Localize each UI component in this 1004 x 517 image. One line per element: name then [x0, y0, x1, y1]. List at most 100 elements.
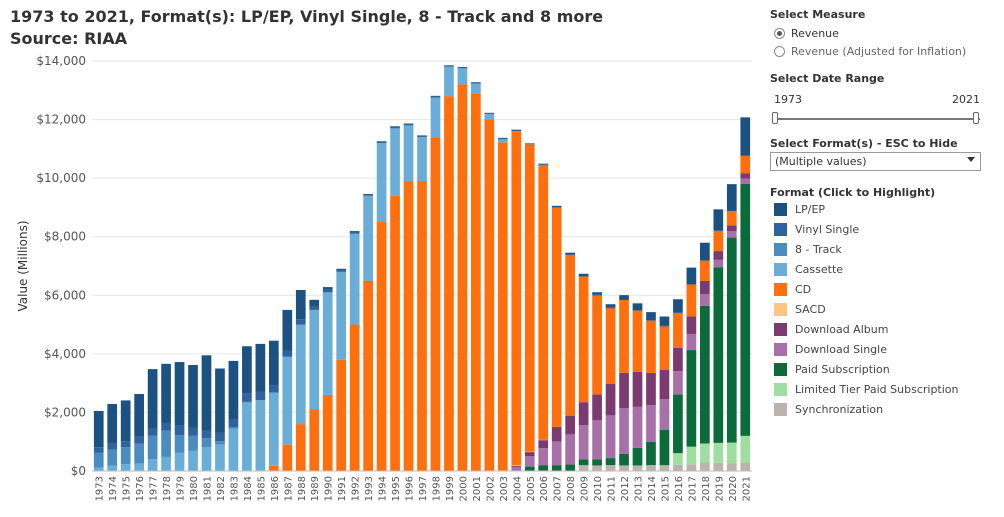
bar-segment[interactable]	[673, 453, 683, 465]
bar-segment[interactable]	[282, 350, 293, 357]
bar-segment[interactable]	[726, 225, 737, 232]
bar-segment[interactable]	[349, 231, 360, 232]
bar-segment[interactable]	[686, 464, 697, 471]
bar-segment[interactable]	[673, 347, 683, 372]
bar-segment[interactable]	[578, 459, 589, 466]
bar-segment[interactable]	[673, 299, 683, 313]
bar-segment[interactable]	[417, 137, 427, 182]
bar-segment[interactable]	[632, 303, 643, 311]
bar-segment[interactable]	[444, 66, 454, 97]
bar-segment[interactable]	[646, 320, 656, 321]
bar-segment[interactable]	[686, 333, 697, 351]
bar-segment[interactable]	[538, 164, 549, 165]
bar-segment[interactable]	[134, 443, 144, 464]
legend-item[interactable]: Synchronization	[774, 403, 883, 416]
bar-segment[interactable]	[713, 267, 724, 443]
bar-segment[interactable]	[282, 444, 293, 471]
bar-segment[interactable]	[565, 464, 576, 471]
date-range-slider-track[interactable]	[774, 118, 980, 120]
bar-segment[interactable]	[592, 420, 602, 460]
bar-segment[interactable]	[484, 113, 495, 114]
bar-segment[interactable]	[497, 138, 508, 140]
bar-segment[interactable]	[349, 231, 360, 234]
bar-segment[interactable]	[417, 136, 427, 138]
bar-segment[interactable]	[686, 316, 697, 334]
bar-segment[interactable]	[430, 95, 441, 97]
bar-segment[interactable]	[592, 294, 602, 296]
bar-segment[interactable]	[174, 452, 185, 471]
bar-segment[interactable]	[201, 355, 212, 431]
bar-segment[interactable]	[646, 441, 656, 466]
bar-segment[interactable]	[619, 299, 629, 373]
bar-segment[interactable]	[726, 442, 737, 464]
bar-segment[interactable]	[740, 155, 751, 156]
bar-segment[interactable]	[309, 306, 320, 310]
bar-segment[interactable]	[134, 463, 144, 471]
bar-segment[interactable]	[673, 464, 683, 471]
bar-segment[interactable]	[592, 394, 602, 421]
bar-segment[interactable]	[228, 427, 239, 429]
bar-segment[interactable]	[713, 462, 724, 471]
bar-segment[interactable]	[471, 82, 481, 84]
bar-segment[interactable]	[484, 113, 495, 120]
bar-segment[interactable]	[565, 254, 576, 255]
bar-segment[interactable]	[107, 465, 118, 471]
bar-segment[interactable]	[147, 459, 158, 471]
bar-segment[interactable]	[659, 399, 670, 430]
bar-segment[interactable]	[147, 435, 158, 460]
bar-segment[interactable]	[336, 269, 347, 272]
bar-segment[interactable]	[538, 439, 549, 441]
bar-segment[interactable]	[646, 465, 656, 471]
bar-segment[interactable]	[619, 295, 629, 300]
bar-segment[interactable]	[551, 206, 562, 208]
bar-segment[interactable]	[605, 415, 616, 459]
bar-segment[interactable]	[659, 369, 670, 400]
bar-segment[interactable]	[322, 287, 333, 290]
bar-segment[interactable]	[686, 284, 697, 285]
bar-segment[interactable]	[93, 467, 104, 471]
bar-segment[interactable]	[120, 441, 131, 448]
bar-segment[interactable]	[524, 451, 535, 457]
bar-segment[interactable]	[444, 96, 454, 471]
bar-segment[interactable]	[740, 173, 751, 179]
bar-segment[interactable]	[673, 312, 683, 348]
bar-segment[interactable]	[578, 276, 589, 403]
bar-segment[interactable]	[390, 127, 400, 129]
bar-segment[interactable]	[740, 435, 751, 463]
bar-segment[interactable]	[309, 309, 320, 410]
bar-segment[interactable]	[349, 324, 360, 471]
bar-segment[interactable]	[726, 210, 737, 212]
bar-segment[interactable]	[686, 350, 697, 447]
bar-segment[interactable]	[309, 299, 320, 307]
bar-segment[interactable]	[430, 97, 441, 138]
bar-segment[interactable]	[659, 325, 670, 327]
bar-segment[interactable]	[592, 465, 602, 471]
bar-segment[interactable]	[147, 428, 158, 436]
bar-segment[interactable]	[255, 343, 266, 392]
legend-item[interactable]: LP/EP	[774, 203, 825, 216]
bar-segment[interactable]	[605, 304, 616, 308]
bar-segment[interactable]	[497, 138, 508, 143]
bar-segment[interactable]	[740, 184, 751, 436]
bar-segment[interactable]	[147, 369, 158, 429]
bar-segment[interactable]	[726, 184, 737, 211]
bar-segment[interactable]	[322, 394, 333, 471]
bar-segment[interactable]	[471, 82, 481, 83]
bar-segment[interactable]	[713, 209, 724, 231]
bar-segment[interactable]	[201, 438, 212, 447]
bar-segment[interactable]	[403, 124, 414, 126]
bar-segment[interactable]	[700, 280, 710, 295]
bar-segment[interactable]	[700, 305, 710, 444]
bar-segment[interactable]	[363, 195, 373, 281]
bar-segment[interactable]	[592, 294, 602, 395]
legend-item[interactable]: SACD	[774, 303, 826, 316]
bar-segment[interactable]	[646, 405, 656, 442]
bar-segment[interactable]	[430, 137, 441, 471]
bar-segment[interactable]	[336, 271, 347, 360]
bar-segment[interactable]	[511, 130, 522, 132]
bar-segment[interactable]	[161, 422, 171, 431]
bar-segment[interactable]	[511, 131, 522, 466]
bar-segment[interactable]	[700, 462, 710, 471]
bar-segment[interactable]	[444, 65, 454, 67]
bar-segment[interactable]	[673, 371, 683, 395]
